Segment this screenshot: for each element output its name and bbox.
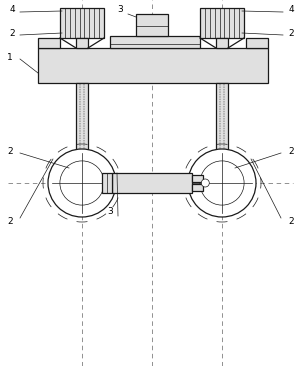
Bar <box>60 8 104 38</box>
Text: 4: 4 <box>9 5 15 15</box>
Text: 4: 4 <box>288 5 294 15</box>
Bar <box>200 8 244 38</box>
Bar <box>110 36 200 48</box>
Text: 2: 2 <box>7 146 13 156</box>
Text: 2: 2 <box>288 146 294 156</box>
Bar <box>246 38 268 48</box>
Text: 2: 2 <box>9 29 15 37</box>
Circle shape <box>188 149 256 217</box>
Bar <box>212 180 232 188</box>
Bar <box>38 48 268 83</box>
Bar <box>216 38 228 48</box>
Bar <box>77 151 87 188</box>
Text: 2: 2 <box>288 29 294 37</box>
Bar <box>209 156 235 180</box>
Bar <box>72 180 92 188</box>
Bar <box>69 156 95 180</box>
Text: 2: 2 <box>288 217 294 225</box>
Bar <box>76 38 88 48</box>
Bar <box>76 83 88 156</box>
Text: 3: 3 <box>117 5 123 15</box>
Text: 3: 3 <box>107 206 113 216</box>
Circle shape <box>48 149 116 217</box>
Text: 2: 2 <box>7 217 13 225</box>
Circle shape <box>201 179 209 187</box>
Bar <box>192 175 203 182</box>
Bar <box>112 173 192 193</box>
Text: 1: 1 <box>7 53 13 63</box>
Bar <box>38 38 60 48</box>
Bar <box>216 83 228 156</box>
Bar <box>102 173 112 193</box>
Bar <box>136 14 168 36</box>
Bar <box>217 151 227 188</box>
Bar <box>192 184 203 191</box>
